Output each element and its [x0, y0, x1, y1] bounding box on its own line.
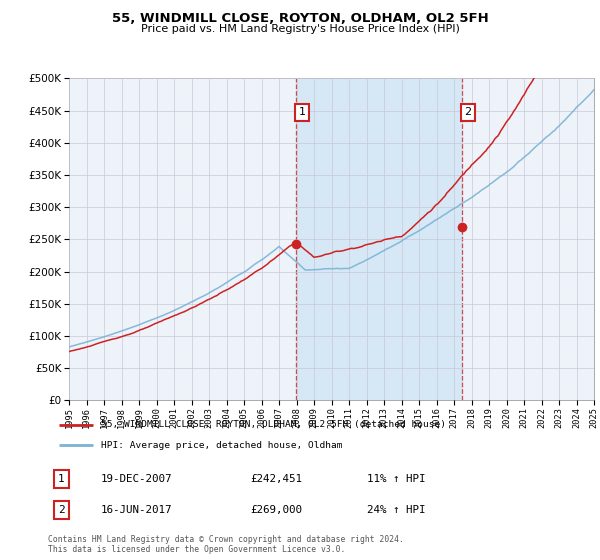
Text: Price paid vs. HM Land Registry's House Price Index (HPI): Price paid vs. HM Land Registry's House …: [140, 24, 460, 34]
Text: 2: 2: [464, 107, 472, 117]
Text: 1: 1: [298, 107, 305, 117]
Text: 1: 1: [58, 474, 65, 484]
Text: £242,451: £242,451: [250, 474, 302, 484]
Text: 55, WINDMILL CLOSE, ROYTON, OLDHAM, OL2 5FH (detached house): 55, WINDMILL CLOSE, ROYTON, OLDHAM, OL2 …: [101, 421, 446, 430]
Text: £269,000: £269,000: [250, 505, 302, 515]
Text: 2: 2: [58, 505, 65, 515]
Text: 55, WINDMILL CLOSE, ROYTON, OLDHAM, OL2 5FH: 55, WINDMILL CLOSE, ROYTON, OLDHAM, OL2 …: [112, 12, 488, 25]
Text: Contains HM Land Registry data © Crown copyright and database right 2024.
This d: Contains HM Land Registry data © Crown c…: [48, 535, 404, 554]
Text: 19-DEC-2007: 19-DEC-2007: [101, 474, 173, 484]
Text: 24% ↑ HPI: 24% ↑ HPI: [367, 505, 425, 515]
Text: HPI: Average price, detached house, Oldham: HPI: Average price, detached house, Oldh…: [101, 441, 343, 450]
Text: 11% ↑ HPI: 11% ↑ HPI: [367, 474, 425, 484]
Text: 16-JUN-2017: 16-JUN-2017: [101, 505, 173, 515]
Bar: [296, 78, 462, 400]
